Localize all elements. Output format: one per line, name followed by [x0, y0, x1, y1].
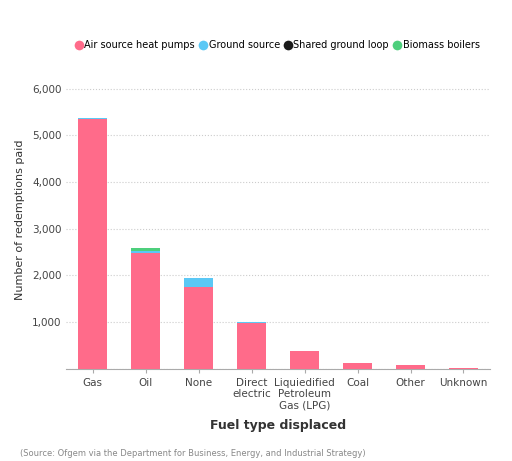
Bar [343, 363, 372, 369]
Text: (Source: Ofgem via the Department for Business, Energy, and Industrial Strategy): (Source: Ofgem via the Department for Bu… [20, 449, 366, 458]
Bar [184, 278, 214, 287]
Bar [184, 287, 214, 369]
Bar [78, 119, 108, 369]
Bar [131, 254, 160, 369]
Bar [290, 351, 319, 369]
X-axis label: Fuel type displaced: Fuel type displaced [210, 419, 346, 432]
Bar [78, 118, 108, 119]
Bar [237, 323, 266, 369]
Legend: Air source heat pumps, Ground source, Shared ground loop, Biomass boilers: Air source heat pumps, Ground source, Sh… [73, 36, 483, 54]
Bar [131, 251, 160, 254]
Bar [396, 366, 425, 369]
Bar [131, 248, 160, 251]
Y-axis label: Number of redemptions paid: Number of redemptions paid [15, 139, 25, 300]
Bar [237, 322, 266, 323]
